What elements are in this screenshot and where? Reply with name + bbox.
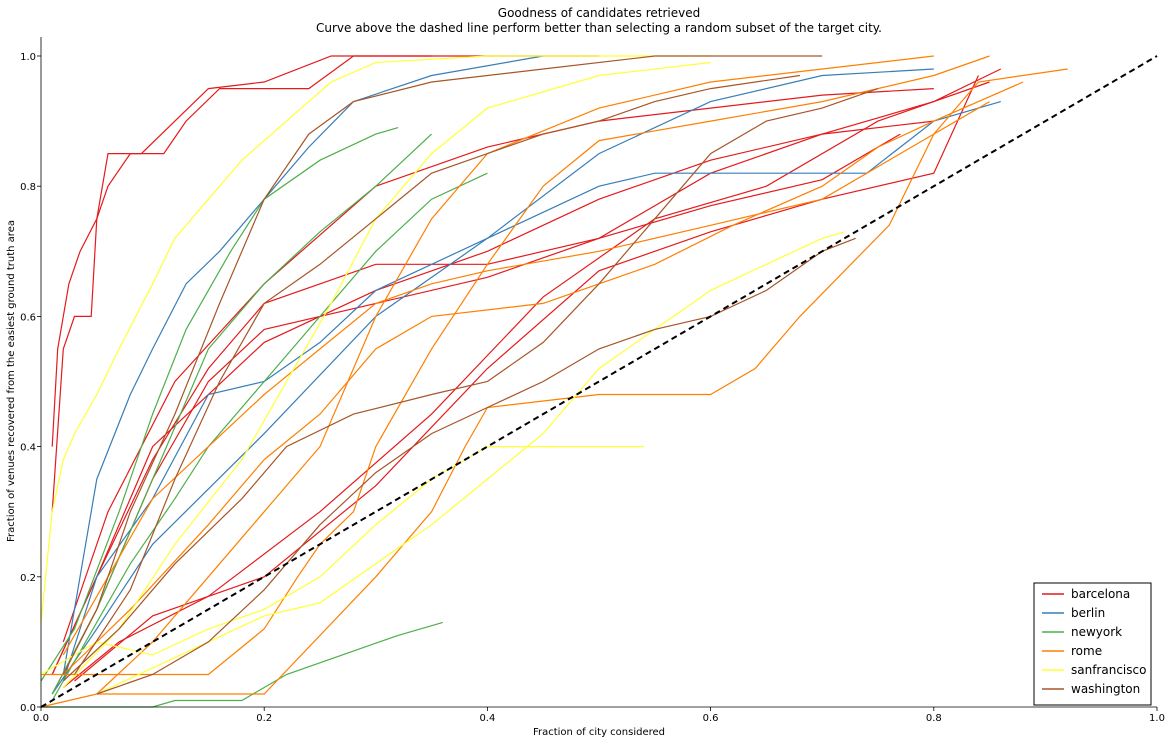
series-line-sanfrancisco: [62, 61, 711, 688]
legend-item-berlin: berlin: [1042, 606, 1105, 620]
chart-subtitle: Curve above the dashed line perform bett…: [316, 21, 882, 35]
legend-item-newyork: newyork: [1042, 625, 1122, 639]
x-tick-label: 0.8: [926, 713, 942, 724]
y-tick-label: 1.0: [20, 52, 36, 63]
series-line-barcelona: [51, 55, 432, 447]
series-line-sanfrancisco: [40, 55, 711, 623]
legend-label: washington: [1071, 682, 1140, 696]
legend-item-sanfrancisco: sanfrancisco: [1042, 663, 1146, 677]
series-line-washington: [62, 55, 823, 675]
legend-label: berlin: [1071, 606, 1105, 620]
legend-label: sanfrancisco: [1071, 663, 1146, 677]
series-line-rome: [62, 81, 1024, 675]
series-line-rome: [62, 101, 990, 656]
series-line-newyork: [40, 127, 399, 682]
series-line-rome: [41, 55, 990, 676]
legend-item-washington: washington: [1042, 682, 1140, 696]
series-line-barcelona: [62, 81, 990, 688]
series-line-newyork: [51, 172, 488, 701]
series-sanfrancisco: [40, 55, 845, 695]
series-berlin: [51, 55, 1001, 695]
series-line-newyork: [51, 133, 433, 695]
chart-title: Goodness of candidates retrieved: [498, 6, 700, 20]
x-tick-label: 0.0: [33, 713, 49, 724]
y-tick-label: 0.2: [20, 573, 36, 584]
plot-area: [40, 55, 1158, 708]
series-line-barcelona: [62, 88, 934, 643]
x-tick-label: 0.2: [256, 713, 272, 724]
legend-label: rome: [1071, 644, 1102, 658]
series-line-sanfrancisco: [40, 446, 644, 676]
series-line-rome: [96, 55, 934, 695]
series-line-barcelona: [74, 75, 979, 682]
x-axis-label: Fraction of city considered: [533, 727, 665, 738]
y-tick-label: 0.6: [20, 312, 36, 323]
series-line-berlin: [51, 68, 934, 695]
y-tick-label: 0.4: [20, 443, 36, 454]
series-line-barcelona: [51, 55, 599, 512]
series-line-newyork: [41, 621, 443, 708]
x-tick-label: 0.6: [703, 713, 719, 724]
series-rome: [40, 55, 1068, 708]
series-line-washington: [73, 74, 800, 675]
series-washington: [62, 55, 879, 695]
legend-item-rome: rome: [1042, 644, 1102, 658]
axes: 0.0 0.2 0.4 0.6 0.8 1.0 0.0 0.2 0.4 0.6 0.8 1.0: [20, 37, 1165, 724]
series-line-berlin: [62, 55, 544, 675]
series-newyork: [40, 127, 488, 708]
x-tick-label: 1.0: [1149, 713, 1165, 724]
legend-item-barcelona: barcelona: [1042, 587, 1130, 601]
legend-label: barcelona: [1071, 587, 1130, 601]
series-line-washington: [96, 237, 856, 695]
x-tick-label: 0.4: [479, 713, 495, 724]
y-tick-label: 0.8: [20, 182, 36, 193]
random-baseline-line: [40, 55, 1158, 708]
series-line-barcelona: [51, 133, 901, 675]
legend: barcelona berlin newyork rome sanfrancisco wa…: [1033, 582, 1152, 706]
series-line-berlin: [62, 101, 1001, 682]
y-tick-label: 0.0: [20, 703, 36, 714]
series-line-rome: [40, 68, 1068, 708]
series-line-washington: [62, 88, 879, 682]
legend-label: newyork: [1071, 625, 1122, 639]
series-line-barcelona: [51, 120, 934, 675]
series-barcelona: [51, 55, 1002, 695]
series-line-sanfrancisco: [96, 231, 845, 695]
legend-box: [1033, 582, 1152, 706]
y-axis-label: Fraction of venues recovered from the ea…: [6, 220, 17, 542]
